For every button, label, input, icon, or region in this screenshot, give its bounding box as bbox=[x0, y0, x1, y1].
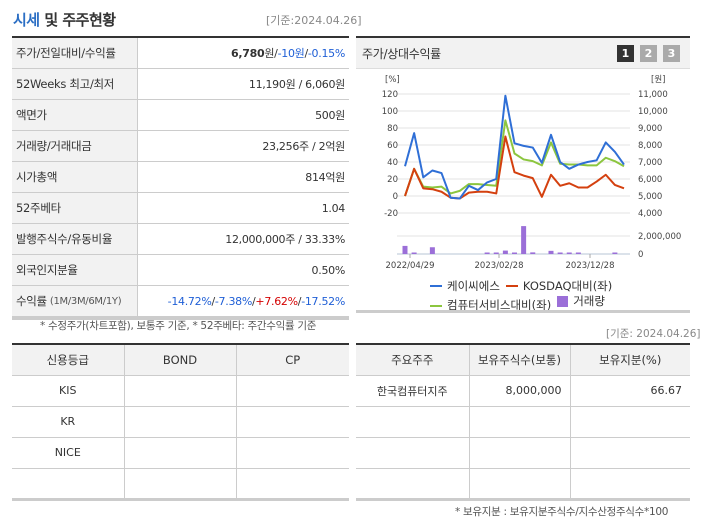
svg-text:80: 80 bbox=[387, 124, 398, 134]
legend-item: KOSDAQ대비(좌) bbox=[505, 279, 612, 294]
svg-text:6,000: 6,000 bbox=[638, 175, 662, 185]
row-returns: 수익률 (1M/3M/6M/1Y) -14.72% / -7.38% / +7.62%… bbox=[12, 286, 349, 317]
row-label: 주가/전일대비/수익률 bbox=[12, 38, 138, 68]
svg-text:-20: -20 bbox=[384, 209, 398, 219]
chart-legend: 케이씨에스 KOSDAQ대비(좌) 컴퓨터서비스대비(좌) 거래량 bbox=[430, 276, 618, 313]
legend-item: 케이씨에스 bbox=[430, 279, 500, 294]
row-value: 1.04 bbox=[321, 201, 346, 215]
svg-text:2023/02/28: 2023/02/28 bbox=[475, 261, 524, 271]
svg-text:5,000: 5,000 bbox=[638, 192, 662, 202]
svg-text:10,000: 10,000 bbox=[638, 107, 668, 117]
svg-text:100: 100 bbox=[382, 107, 398, 117]
row-beta: 52주베타 1.04 bbox=[12, 193, 349, 224]
chart-title: 주가/상대수익률 bbox=[362, 46, 441, 61]
row-foreign: 외국인지분율 0.50% bbox=[12, 255, 349, 286]
price-note: * 수정주가(차트포함), 보통주 기준, * 52주베타: 주간수익률 기준 bbox=[40, 320, 317, 332]
row-label: 시가총액 bbox=[12, 162, 138, 192]
chart-panel: 주가/상대수익률 1 2 3 bbox=[356, 36, 690, 310]
svg-text:8,000: 8,000 bbox=[638, 141, 662, 151]
table-row: KR bbox=[12, 406, 349, 438]
svg-text:40: 40 bbox=[387, 158, 398, 168]
row-par-value: 액면가 500원 bbox=[12, 100, 349, 131]
section-title: 시세 및 주주현황 bbox=[13, 11, 116, 29]
row-value: -14.72% / -7.38% / +7.62% / -17.52% bbox=[167, 294, 346, 308]
chart-tab-1[interactable]: 1 bbox=[617, 44, 634, 62]
svg-text:20: 20 bbox=[387, 175, 398, 185]
legend-item: 컴퓨터서비스대비(좌) bbox=[430, 298, 551, 313]
table-row bbox=[356, 437, 690, 469]
price-chart: 120 11,000 100 10,000 80 9,000 60 8,000 40 7,000 2… bbox=[382, 75, 682, 271]
table-row: NICE bbox=[12, 437, 349, 469]
base-date: [기준:2024.04.26] bbox=[266, 14, 362, 27]
svg-text:60: 60 bbox=[387, 141, 398, 151]
row-value: 814억원 bbox=[305, 171, 345, 184]
svg-text:2023/12/28: 2023/12/28 bbox=[566, 261, 615, 271]
legend-item: 거래량 bbox=[557, 294, 605, 309]
row-52weeks: 52Weeks 최고/최저 11,190원 / 6,060원 bbox=[12, 69, 349, 100]
chart-tab-2[interactable]: 2 bbox=[640, 44, 657, 62]
row-label: 수익률 (1M/3M/6M/1Y) bbox=[12, 286, 138, 316]
svg-text:[%]: [%] bbox=[385, 75, 400, 85]
chart-tab-3[interactable]: 3 bbox=[663, 44, 680, 62]
row-value: 23,256주 / 2억원 bbox=[262, 140, 345, 153]
table-row: KIS bbox=[12, 375, 349, 407]
row-value: 500원 bbox=[315, 109, 345, 122]
row-price: 주가/전일대비/수익률 6,780 원 / -10원 / -0.15% bbox=[12, 38, 349, 69]
table-row: 한국컴퓨터지주 8,000,000 66.67 bbox=[356, 375, 690, 407]
row-value: 0.50% bbox=[311, 263, 346, 277]
table-row bbox=[356, 468, 690, 501]
svg-text:4,000: 4,000 bbox=[638, 209, 662, 219]
svg-text:0: 0 bbox=[393, 192, 398, 202]
row-label: 액면가 bbox=[12, 100, 138, 130]
table-row bbox=[356, 406, 690, 438]
row-value: 11,190원 / 6,060원 bbox=[248, 78, 345, 91]
row-label: 52주베타 bbox=[12, 193, 138, 223]
svg-text:2,000,000: 2,000,000 bbox=[638, 232, 681, 242]
chart-tabs: 1 2 3 bbox=[617, 44, 680, 62]
holders-note: * 보유지분 : 보유지분주식수/지수산정주식수*100 bbox=[455, 506, 669, 518]
major-shareholders-table: 주요주주 보유주식수(보통) 보유지분(%) 한국컴퓨터지주 8,000,000 66.… bbox=[356, 343, 690, 501]
svg-text:7,000: 7,000 bbox=[638, 158, 662, 168]
credit-rating-table: 신용등급 BOND CP KIS KR NICE bbox=[12, 343, 349, 501]
row-value: 6,780 원 / -10원 / -0.15% bbox=[231, 46, 345, 61]
price-summary-table: 주가/전일대비/수익률 6,780 원 / -10원 / -0.15% 52Wee… bbox=[12, 36, 349, 320]
holders-base-date: [기준: 2024.04.26] bbox=[606, 328, 701, 340]
row-market-cap: 시가총액 814억원 bbox=[12, 162, 349, 193]
svg-text:9,000: 9,000 bbox=[638, 124, 662, 134]
svg-text:0: 0 bbox=[638, 250, 643, 260]
row-label: 발행주식수/유동비율 bbox=[12, 224, 138, 254]
table-row bbox=[12, 468, 349, 501]
svg-text:[원]: [원] bbox=[651, 75, 665, 85]
svg-text:2022/04/29: 2022/04/29 bbox=[386, 261, 435, 271]
row-label: 외국인지분율 bbox=[12, 255, 138, 285]
row-shares: 발행주식수/유동비율 12,000,000주 / 33.33% bbox=[12, 224, 349, 255]
row-volume: 거래량/거래대금 23,256주 / 2억원 bbox=[12, 131, 349, 162]
svg-text:120: 120 bbox=[382, 90, 398, 100]
row-value: 12,000,000주 / 33.33% bbox=[225, 233, 345, 246]
row-label: 52Weeks 최고/최저 bbox=[12, 69, 138, 99]
svg-text:11,000: 11,000 bbox=[638, 90, 668, 100]
row-label: 거래량/거래대금 bbox=[12, 131, 138, 161]
